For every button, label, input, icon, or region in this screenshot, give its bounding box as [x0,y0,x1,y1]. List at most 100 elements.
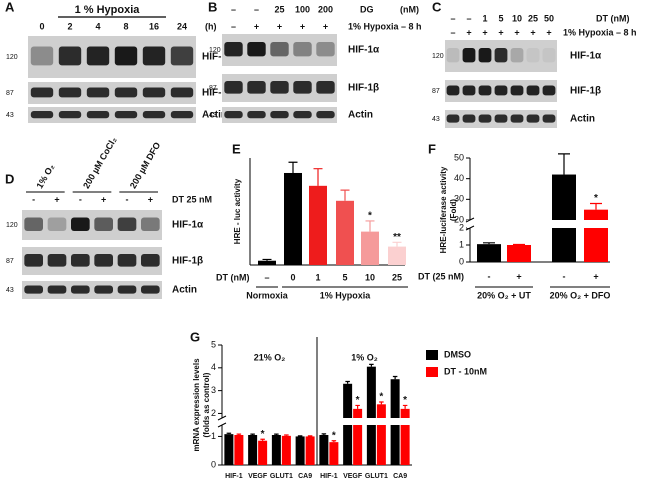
panel-letter: E [232,141,241,156]
y-tick-label: 30 [454,194,464,204]
lane-label: + [530,27,535,37]
molecular-weight: 87 [432,88,440,95]
error-bar [355,404,360,409]
x-tick-label: - [488,271,491,281]
protein-label: HIF-1α [202,52,234,63]
error-bar [379,401,384,405]
blot-band [71,285,90,294]
x-tick-label: VEGF [248,473,268,480]
legend-label: DMSO [444,349,471,359]
protein-label: HIF-1β [348,83,379,94]
blot-background [22,210,162,240]
condition-label: 200 µM CoCl₂ [81,135,119,190]
blot-band [270,111,289,119]
error-bar [307,435,313,437]
error-bar [392,241,402,247]
blot-band [462,48,476,63]
row-label: (h) [205,21,217,31]
blot-band [542,85,556,96]
y-tick-label: 2 [211,408,216,418]
y-tick-label: 0 [459,256,464,266]
blot-band [47,254,67,267]
bar [584,209,608,262]
molecular-weight: 43 [6,112,14,119]
error-bar [288,161,298,173]
error-bar [483,242,495,245]
bar [284,172,302,265]
protein-label: HIF-1β [570,86,601,97]
lane-label: + [148,194,153,204]
significance: * [379,392,383,403]
legend-swatch [426,367,438,377]
group-label: 1% Hypoxia [320,290,372,300]
bar [361,231,379,265]
significance: * [403,395,407,406]
blot-band [142,87,166,98]
legend-swatch [426,350,438,360]
blot-band [494,85,508,96]
blot-band [293,81,312,94]
lane-label: - [126,194,129,204]
blot-band [86,111,110,119]
blot-band [542,48,556,63]
error-bar [345,380,350,384]
protein-label: HIF-1α [570,51,602,62]
lane-label: 200 [318,4,333,14]
bar [281,435,291,465]
error-bar [513,243,525,246]
x-tick-label: – [264,272,269,282]
group-label: 21% O₂ [254,352,286,362]
significance: ** [393,232,401,243]
significance: * [368,211,372,222]
lane-label: 24 [177,21,187,31]
blot-band [526,114,540,123]
blot-band [114,46,138,66]
lane-label: + [101,194,106,204]
blot-band [30,46,54,66]
blot-band [446,48,460,63]
blot-band [141,254,160,267]
blot-background [22,247,162,275]
panel-letter: D [5,171,14,186]
lane-label: 25 [274,4,284,14]
significance: * [594,193,598,204]
molecular-weight: 87 [6,258,14,265]
x-tick-label: 0 [290,272,295,282]
y-tick-label: 2 [459,222,464,232]
x-tick-label: HIF-1 [320,473,338,480]
y-axis-label: HRE - luc activity [233,178,242,244]
lane-label: 2 [67,21,72,31]
axis-break [219,418,412,425]
group-label: Normoxia [246,290,289,300]
blot-band [94,285,113,294]
blot-band [510,85,524,96]
error-bar [369,363,374,367]
lane-label: + [254,21,259,31]
blot-band [58,46,82,66]
blot-band [510,48,524,63]
x-tick-label: + [516,271,521,281]
blot-band [224,42,243,57]
lane-label: + [482,27,487,37]
panel-letter: B [208,0,217,14]
bar [353,408,363,465]
condition-label: 200 µM DFO [128,140,163,190]
error-bar [321,433,327,435]
bar [319,435,329,465]
lane-label: 4 [95,21,100,31]
bar [309,185,327,265]
y-tick-label: 0 [211,459,216,469]
blot-band [446,114,460,123]
blot-band [494,114,508,123]
row-label: DT 25 nM [172,194,212,204]
lane-label: 100 [295,4,310,14]
protein-label: Actin [202,110,227,121]
bar [305,436,315,465]
x-tick-label: - [563,271,566,281]
x-tick-label: 5 [342,272,347,282]
bar [400,408,410,465]
blot-band [494,48,508,63]
error-bar [340,189,350,201]
row-label: DG [360,4,374,14]
blot-band [86,87,110,98]
